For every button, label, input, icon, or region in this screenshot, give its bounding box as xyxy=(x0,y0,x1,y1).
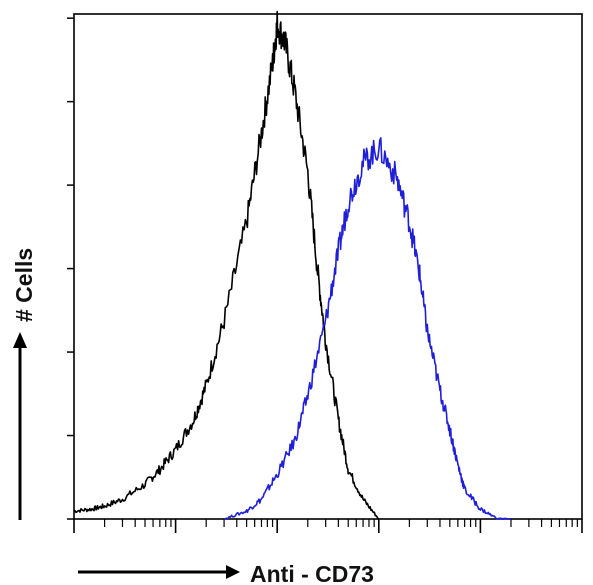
series-layer xyxy=(73,10,512,520)
y-axis-label: # Cells xyxy=(11,248,37,322)
plot-border xyxy=(73,13,583,520)
y-axis-arrow xyxy=(13,332,27,520)
x-axis-label: Anti - CD73 xyxy=(250,561,374,585)
series-line-2 xyxy=(223,137,512,520)
x-axis-arrow xyxy=(78,565,240,579)
plot-frame xyxy=(73,13,583,520)
x-axis-ticks xyxy=(73,519,583,533)
y-axis-ticks xyxy=(67,17,74,520)
series-line-1 xyxy=(73,10,380,520)
